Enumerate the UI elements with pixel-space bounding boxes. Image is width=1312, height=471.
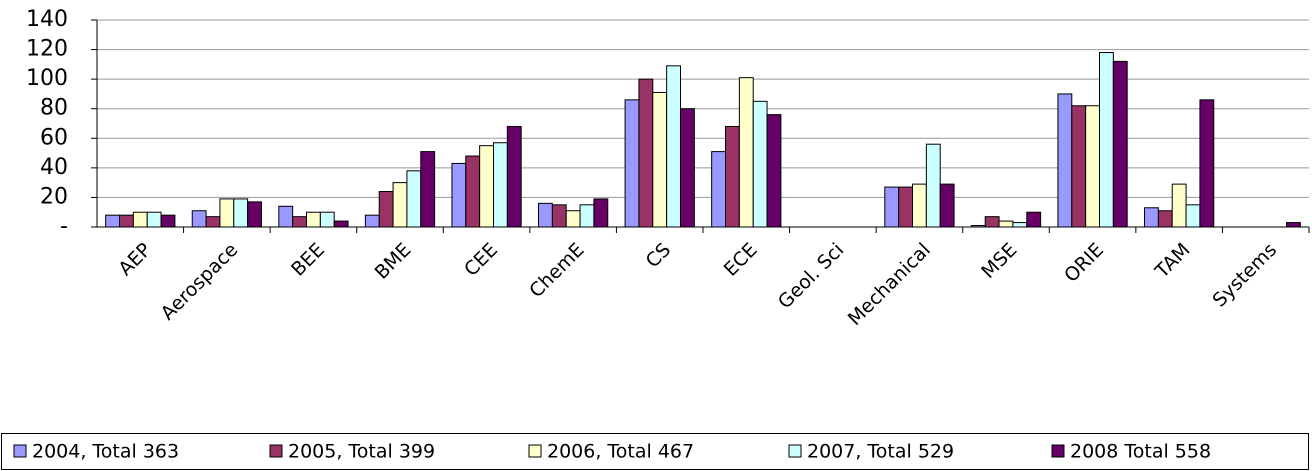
x-tick-label: Geol. Sci [774,239,848,313]
bar [912,183,927,228]
y-tick-label: 60 [40,125,68,150]
bar [1098,52,1114,228]
bar [191,210,207,228]
bar [205,216,221,228]
bar [652,91,668,228]
bar [364,214,380,228]
bar [506,125,522,228]
x-tick-label: TAM [1150,239,1194,283]
bar [465,155,481,228]
bar [451,162,467,228]
x-tick-label: CS [642,239,675,272]
legend-label: 2006, Total 467 [547,441,694,463]
bar [292,216,308,228]
bar [306,211,321,228]
bar [1144,207,1159,228]
bar [711,151,727,228]
y-tick-label: 100 [26,66,68,91]
y-tick-label: - [60,214,68,239]
bar [939,183,955,228]
bar [406,170,422,228]
bar [1085,105,1100,228]
bar [1112,60,1128,228]
x-tick-label: AEP [114,239,155,280]
bar [1071,105,1087,228]
bar [392,182,408,228]
bar [551,204,567,228]
bar [1157,210,1173,228]
bar [679,108,695,228]
bar [1285,222,1301,228]
bar [752,100,768,228]
x-tick-label: ECE [720,239,762,281]
y-tick-label: 80 [40,96,68,121]
y-tick-label: 140 [26,7,68,32]
legend-swatch [528,444,542,458]
bar [666,65,681,228]
x-tick-label: BEE [287,239,329,281]
bar [1171,183,1187,228]
bar [1185,204,1201,228]
bar [898,186,914,228]
bar [624,99,640,228]
bar [593,198,609,228]
y-tick-label: 20 [40,184,68,209]
bar [219,198,235,228]
bar [319,211,335,228]
bar [884,186,900,228]
bar [1199,99,1215,228]
bar [738,77,754,228]
bar [132,211,148,228]
legend-swatch [788,444,802,458]
legend-label: 2005, Total 399 [288,441,435,463]
bar [1012,222,1028,228]
bar [638,78,654,228]
x-tick-label: Systems [1208,239,1281,312]
x-tick-label: ChemE [525,239,588,302]
legend-swatch [1051,444,1065,458]
bar [492,142,508,228]
bar [998,220,1014,228]
bar [766,114,782,228]
y-tick-label: 40 [40,155,68,180]
x-tick-label: BME [371,239,416,284]
bar [420,151,436,228]
bar [146,211,162,228]
x-tick-label: ORIE [1060,239,1108,287]
x-tick-label: MSE [977,239,1021,283]
legend-label: 2008 Total 558 [1070,441,1211,463]
bar [984,216,1000,228]
x-tick-label: Mechanical [844,239,935,330]
bar [278,205,294,228]
bar [105,214,121,228]
bar [378,191,394,228]
legend-swatch [13,444,27,458]
bar [1057,93,1073,228]
bar [479,145,494,228]
bar [247,201,262,228]
bar [119,214,134,228]
legend-swatch [269,444,283,458]
legend-box [1,433,1309,470]
bar [1026,211,1042,228]
bar [579,204,595,228]
bar [333,220,349,228]
bar [233,198,249,228]
bar [160,214,176,228]
bar [725,125,740,228]
legend-label: 2007, Total 529 [807,441,954,463]
x-tick-label: Aerospace [157,239,243,325]
bar [925,143,941,228]
bar [565,210,581,228]
legend-label: 2004, Total 363 [32,441,179,463]
bar [538,202,553,228]
x-tick-label: CEE [460,239,502,281]
y-tick-label: 120 [26,37,68,62]
